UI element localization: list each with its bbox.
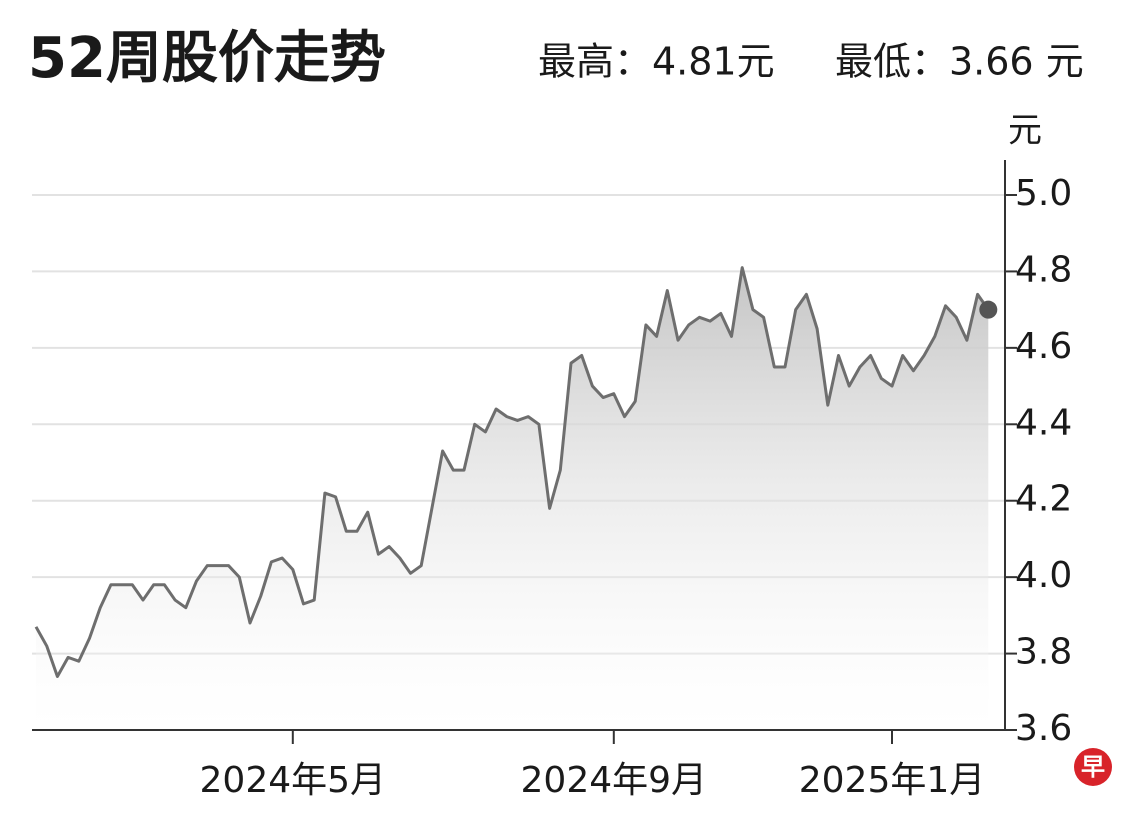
y-tick-label: 4.0	[1015, 555, 1072, 596]
high-label: 最高：4.81元	[538, 40, 775, 84]
x-tick-label: 2024年5月	[200, 760, 387, 801]
y-tick-label: 4.6	[1015, 326, 1072, 367]
y-tick-label: 5.0	[1015, 173, 1072, 214]
y-tick-label: 4.8	[1015, 249, 1072, 290]
y-tick-label: 3.8	[1015, 632, 1072, 673]
logo-badge	[1074, 748, 1112, 786]
low-label: 最低：3.66 元	[835, 40, 1084, 84]
x-tick-label: 2024年9月	[521, 760, 708, 801]
chart-title: 52周股价走势	[28, 26, 386, 91]
y-tick-label: 3.6	[1015, 708, 1072, 749]
y-tick-label: 4.4	[1015, 402, 1072, 443]
x-tick-label: 2025年1月	[799, 760, 986, 801]
last-point	[979, 300, 998, 319]
logo: 早	[1081, 753, 1105, 781]
y-unit: 元	[1008, 111, 1042, 151]
y-tick-label: 4.2	[1015, 479, 1072, 520]
area	[36, 267, 989, 730]
line	[34, 266, 990, 678]
